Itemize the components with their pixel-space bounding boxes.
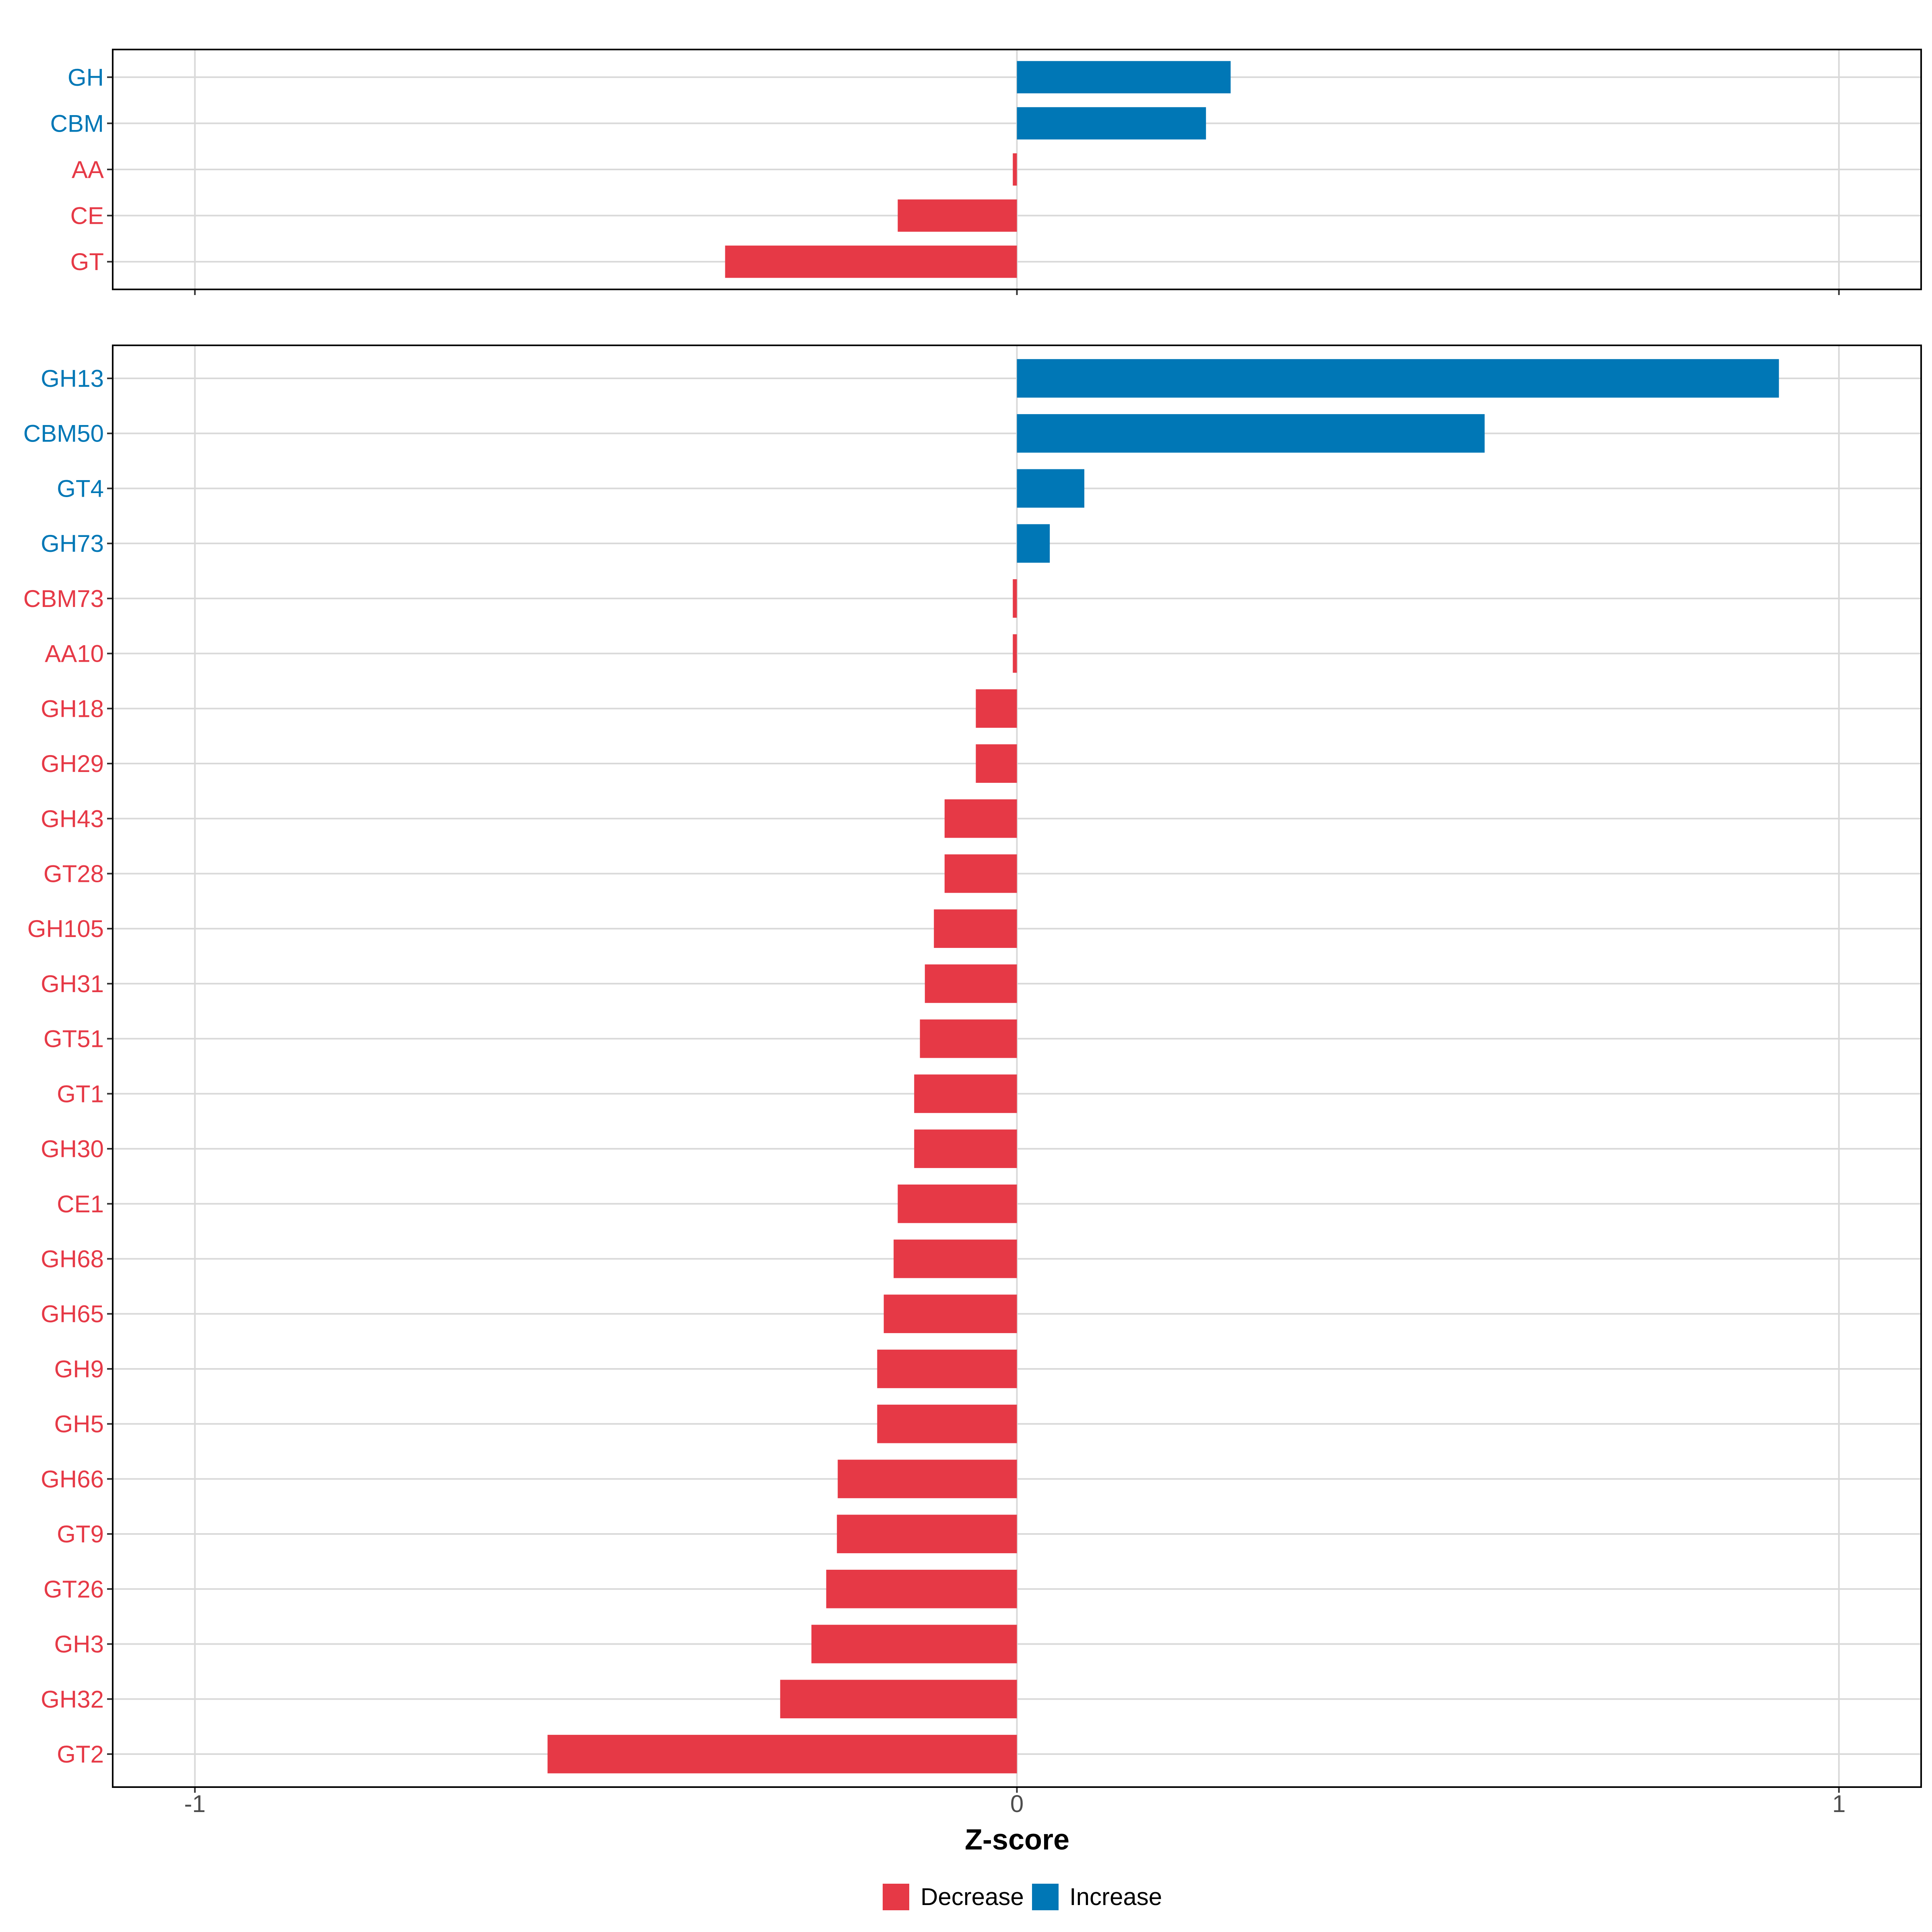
bar-gh68 — [894, 1239, 1017, 1278]
bar-aa10 — [1013, 634, 1017, 673]
bar-gt1 — [914, 1074, 1017, 1113]
bar-gt — [725, 246, 1017, 278]
category-label: GT4 — [57, 475, 104, 502]
category-label: GH18 — [41, 695, 104, 722]
x-tick-label: 0 — [1010, 1790, 1024, 1817]
legend-label-increase: Increase — [1069, 1883, 1162, 1910]
category-label: GT26 — [43, 1576, 104, 1603]
bar-ce1 — [898, 1184, 1017, 1223]
bar-gh105 — [934, 909, 1017, 948]
panel-border — [112, 49, 1922, 290]
category-label: AA10 — [45, 640, 104, 667]
category-label: GH — [68, 64, 104, 91]
legend-swatch-decrease — [883, 1884, 909, 1910]
category-label: GH3 — [54, 1631, 104, 1658]
bar-cbm — [1017, 107, 1206, 140]
category-label: CBM73 — [23, 585, 104, 612]
category-label: GH32 — [41, 1686, 104, 1713]
category-label: CBM50 — [23, 420, 104, 447]
category-label: GH9 — [54, 1356, 104, 1383]
bar-gh65 — [883, 1294, 1017, 1333]
bar-gh31 — [925, 964, 1017, 1003]
bar-cbm73 — [1013, 579, 1017, 618]
category-label: AA — [72, 156, 104, 183]
category-label: GH68 — [41, 1246, 104, 1273]
bar-gh18 — [976, 689, 1017, 728]
category-label: CE1 — [57, 1191, 104, 1218]
category-label: GH31 — [41, 970, 104, 997]
bar-gh3 — [811, 1624, 1017, 1664]
category-label: GH30 — [41, 1135, 104, 1162]
category-label: GH105 — [27, 915, 104, 942]
category-label: GH5 — [54, 1411, 104, 1438]
category-label: CBM — [50, 110, 104, 137]
category-label: GH13 — [41, 365, 104, 392]
bar-gh13 — [1017, 359, 1779, 398]
x-tick-label: -1 — [184, 1790, 206, 1817]
bar-gt4 — [1017, 469, 1084, 508]
category-label: GH43 — [41, 805, 104, 832]
x-axis: -1 0 1 — [184, 1790, 1846, 1817]
category-label: GH29 — [41, 750, 104, 777]
category-label: GT51 — [43, 1026, 104, 1053]
category-label: CE — [70, 202, 104, 229]
category-label: GH65 — [41, 1300, 104, 1327]
category-label: GH66 — [41, 1466, 104, 1492]
bar-gh9 — [877, 1350, 1017, 1388]
bar-gh32 — [780, 1680, 1017, 1719]
category-label: GT28 — [43, 860, 104, 887]
bar-gh — [1017, 61, 1231, 93]
bar-gh30 — [914, 1129, 1017, 1168]
bar-gh43 — [944, 799, 1017, 838]
category-label: GT1 — [57, 1080, 104, 1107]
bottom-panel: GH13 CBM50 GT4 GH73 CBM73 AA10 GH18 GH29 GH43 GT2… — [23, 345, 1922, 1793]
x-tick-label: 1 — [1832, 1790, 1845, 1817]
bar-aa — [1013, 153, 1017, 186]
legend-swatch-increase — [1032, 1884, 1059, 1910]
bar-gt26 — [826, 1569, 1017, 1608]
legend-label-decrease: Decrease — [921, 1883, 1024, 1910]
x-axis-title: Z-score — [965, 1824, 1069, 1856]
bar-gh5 — [877, 1404, 1017, 1443]
bar-gh29 — [976, 744, 1017, 783]
bar-ce — [898, 199, 1017, 232]
bar-cbm50 — [1017, 414, 1485, 453]
legend: Decrease Increase — [883, 1883, 1162, 1910]
category-label: GH73 — [41, 530, 104, 557]
panel-border — [112, 345, 1922, 1788]
bar-gt51 — [920, 1019, 1017, 1058]
bar-gt28 — [944, 854, 1017, 893]
bar-gh73 — [1017, 524, 1050, 563]
bar-gt9 — [837, 1515, 1017, 1553]
top-panel: GH CBM AA CE GT — [50, 49, 1922, 295]
bar-gt2 — [547, 1735, 1017, 1773]
category-label: GT2 — [57, 1741, 104, 1768]
bar-gh66 — [838, 1459, 1017, 1499]
category-label: GT9 — [57, 1521, 104, 1548]
category-label: GT — [70, 248, 104, 275]
